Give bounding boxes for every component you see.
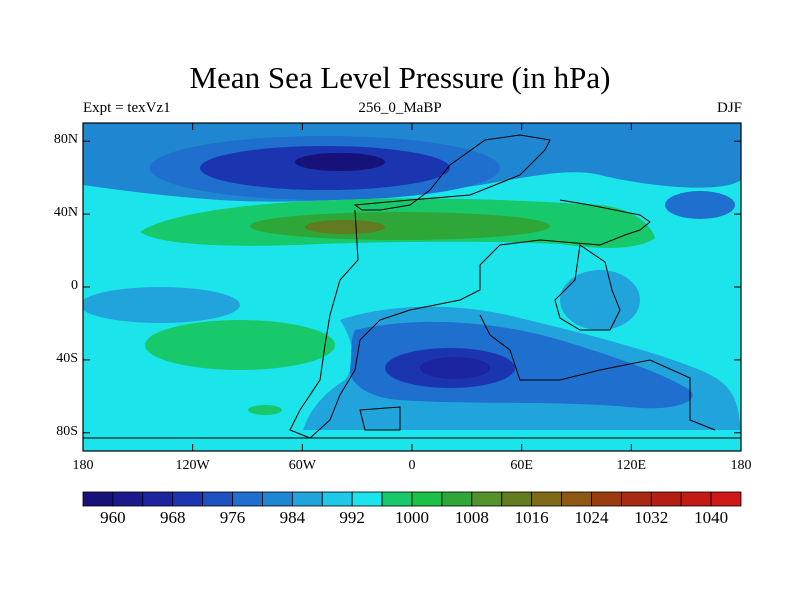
colorbar-label: 960	[100, 508, 126, 527]
colorbar-label: 1040	[694, 508, 729, 527]
south-small-high	[248, 405, 282, 415]
colorbar-box	[710, 491, 742, 507]
x-tick-label: 60W	[288, 458, 316, 473]
colorbar-box	[142, 491, 174, 507]
pacific-low	[665, 191, 735, 219]
colorbar-box	[561, 491, 592, 507]
colorbar-box	[232, 491, 263, 507]
y-tick-label: 80S	[56, 423, 78, 439]
colorbar-label: 968	[159, 508, 186, 527]
x-tick-label: 60E	[510, 458, 533, 473]
antarctic-band	[83, 430, 741, 451]
colorbar-box	[501, 491, 533, 507]
colorbar-label: 1024	[574, 508, 609, 527]
colorbar-label: 1008	[454, 508, 489, 527]
arctic-low-core	[295, 153, 385, 171]
north-continent-coast	[353, 134, 551, 211]
chart-title: Mean Sea Level Pressure (in hPa)	[189, 60, 611, 95]
pressure-field	[83, 123, 741, 451]
tropical-low-east	[560, 270, 640, 330]
x-tick-label: 0	[408, 458, 416, 473]
pangaea-coast	[289, 199, 651, 439]
colorbar-box	[531, 491, 562, 507]
colorbar-box	[112, 491, 144, 507]
colorbar-label: 1032	[634, 508, 669, 527]
colorbar-label: 976	[219, 508, 246, 527]
time-label: 256_0_MaBP	[358, 100, 442, 116]
colorbar-box	[411, 491, 443, 507]
tick-layer	[82, 123, 742, 451]
tropical-low-west	[83, 287, 240, 323]
colorbar-box	[291, 491, 323, 507]
colorbar-box	[82, 491, 114, 507]
southern-low-core	[420, 357, 490, 379]
south-pacific-high	[145, 320, 335, 370]
colorbar-box	[650, 491, 682, 507]
southern-coast	[479, 314, 716, 431]
y-tick-label: 40S	[56, 350, 78, 366]
north-high-mid	[250, 212, 550, 240]
x-tick-label: 180	[72, 458, 94, 473]
experiment-label: Expt = texVz1	[83, 100, 171, 116]
colorbar-box	[620, 491, 652, 507]
x-tick-label: 180	[730, 458, 752, 473]
antarctic-island	[359, 406, 401, 431]
colorbar-label: 1000	[395, 508, 429, 527]
colorbar-box	[381, 491, 413, 507]
colorbar-box	[680, 491, 712, 507]
colorbar-box	[441, 491, 473, 507]
colorbar-label: 992	[339, 508, 365, 527]
colorbar-box	[262, 491, 293, 507]
y-tick-label: 80N	[53, 132, 78, 148]
colorbar-label: 984	[279, 508, 306, 527]
y-tick-label: 0	[71, 278, 78, 293]
x-tick-label: 120W	[175, 458, 210, 473]
colorbar-box	[202, 491, 233, 507]
colorbar-box	[321, 491, 353, 507]
y-tick-label: 40N	[53, 205, 78, 221]
colorbar-box	[591, 491, 622, 507]
north-high-core	[305, 220, 385, 234]
colorbar-box	[172, 491, 204, 507]
eastern-coast	[554, 244, 621, 331]
colorbar-box	[351, 491, 383, 507]
colorbar	[82, 491, 742, 507]
season-label: DJF	[716, 100, 742, 116]
x-tick-label: 120E	[616, 458, 647, 473]
colorbar-box	[471, 491, 503, 507]
colorbar-label: 1016	[514, 508, 549, 527]
